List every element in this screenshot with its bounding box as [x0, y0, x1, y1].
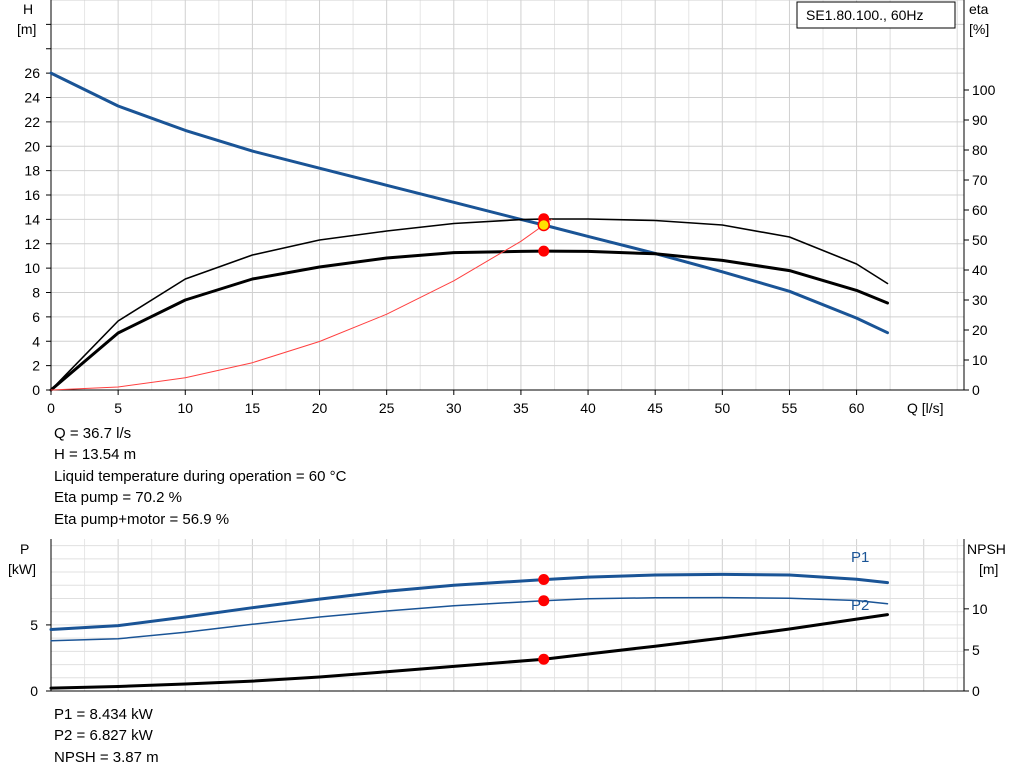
- top-y-tick-label: 12: [24, 236, 40, 252]
- top-y2-tick-label: 80: [972, 142, 988, 158]
- top-y2-tick-label: 10: [972, 352, 988, 368]
- npsh-duty-point-marker: [538, 653, 550, 665]
- top-x-tick-label: 30: [446, 400, 462, 416]
- npsh-curve: [49, 613, 889, 690]
- bottom-y2-label-symbol: NPSH: [967, 541, 1006, 557]
- legend-label: SE1.80.100., 60Hz: [806, 7, 924, 23]
- top-x-tick-label: 40: [580, 400, 596, 416]
- top-y-tick-label: 10: [24, 260, 40, 276]
- top-y2-tick-label: 20: [972, 322, 988, 338]
- bottom-y-tick-label: 5: [30, 617, 38, 633]
- info-npsh: NPSH = 3.87 m: [54, 748, 159, 766]
- top-x-tick-label: 20: [312, 400, 328, 416]
- top-x-tick-label: 10: [177, 400, 193, 416]
- bottom-y2-tick-label: 5: [972, 642, 980, 658]
- top-x-tick-label: 25: [379, 400, 395, 416]
- top-y2-tick-label: 50: [972, 232, 988, 248]
- top-y-tick-label: 6: [32, 309, 40, 325]
- duty-point-marker-head: [537, 218, 551, 232]
- eta-pump-curve: [50, 218, 889, 391]
- top-x-tick-label: 50: [715, 400, 731, 416]
- p1-duty-point-marker: [538, 574, 550, 586]
- info-p2: P2 = 6.827 kW: [54, 727, 153, 745]
- bottom-y2-tick-label: 0: [972, 683, 980, 699]
- top-y2-tick-label: 0: [972, 382, 980, 398]
- info-eta-pump-motor: Eta pump+motor = 56.9 %: [54, 510, 230, 528]
- top-y2-tick-label: 60: [972, 202, 988, 218]
- top-x-label: Q [l/s]: [907, 400, 944, 416]
- top-y-tick-label: 16: [24, 187, 40, 203]
- top-y-tick-label: 20: [24, 138, 40, 154]
- top-y-tick-label: 18: [24, 163, 40, 179]
- top-y2-tick-label: 90: [972, 112, 988, 128]
- top-y2-label-symbol: eta: [969, 1, 989, 17]
- bottom-y-tick-label: 0: [30, 683, 38, 699]
- top-x-tick-label: 35: [513, 400, 529, 416]
- bottom-y-label-symbol: P: [20, 541, 29, 557]
- system-curve: [50, 218, 553, 391]
- top-y-tick-label: 22: [24, 114, 40, 130]
- bottom-y2-tick-label: 10: [972, 601, 988, 617]
- top-y-label-symbol: H: [23, 1, 33, 17]
- bottom-plot-area: [51, 539, 964, 691]
- top-y-tick-label: 26: [24, 65, 40, 81]
- top-y-tick-label: 2: [32, 358, 40, 374]
- top-y-tick-label: 8: [32, 285, 40, 301]
- top-y-tick-label: 24: [24, 90, 40, 106]
- eta-pump-motor-curve: [49, 249, 889, 392]
- top-x-tick-label: 45: [647, 400, 663, 416]
- top-x-tick-label: 15: [245, 400, 261, 416]
- top-x-tick-label: 55: [782, 400, 798, 416]
- top-y2-label-unit: [%]: [969, 21, 989, 37]
- info-p1: P1 = 8.434 kW: [54, 706, 153, 723]
- top-y-label-unit: [m]: [17, 21, 36, 37]
- duty-point-info: Q = 36.7 l/s H = 13.54 m Liquid temperat…: [54, 423, 346, 530]
- bottom-y2-label-unit: [m]: [979, 561, 998, 577]
- info-head: H = 13.54 m: [54, 446, 137, 464]
- duty-point-marker-eta-total: [538, 245, 550, 257]
- top-y-tick-label: 0: [32, 382, 40, 398]
- top-x-tick-label: 0: [47, 400, 55, 416]
- power-info: P1 = 8.434 kW P2 = 6.827 kW NPSH = 3.87 …: [54, 704, 159, 768]
- p2-duty-point-marker: [538, 595, 550, 607]
- p1-curve: [49, 572, 889, 631]
- p1-series-label: P1: [851, 549, 869, 566]
- top-y2-tick-label: 30: [972, 292, 988, 308]
- top-x-tick-label: 60: [849, 400, 865, 416]
- info-flow: Q = 36.7 l/s: [54, 425, 132, 442]
- p2-curve: [50, 596, 889, 642]
- top-y2-tick-label: 70: [972, 172, 988, 188]
- top-x-tick-label: 5: [114, 400, 122, 416]
- info-eta-pump: Eta pump = 70.2 %: [54, 489, 182, 507]
- top-y2-tick-label: 40: [972, 262, 988, 278]
- top-y-tick-label: 4: [32, 333, 40, 349]
- bottom-y-label-unit: [kW]: [8, 561, 36, 577]
- legend-box: [796, 1, 956, 29]
- info-liquid-temperature: Liquid temperature during operation = 60…: [54, 467, 347, 485]
- p2-series-label: P2: [851, 597, 869, 614]
- top-y2-tick-label: 100: [972, 82, 996, 98]
- top-y-tick-label: 14: [24, 211, 40, 227]
